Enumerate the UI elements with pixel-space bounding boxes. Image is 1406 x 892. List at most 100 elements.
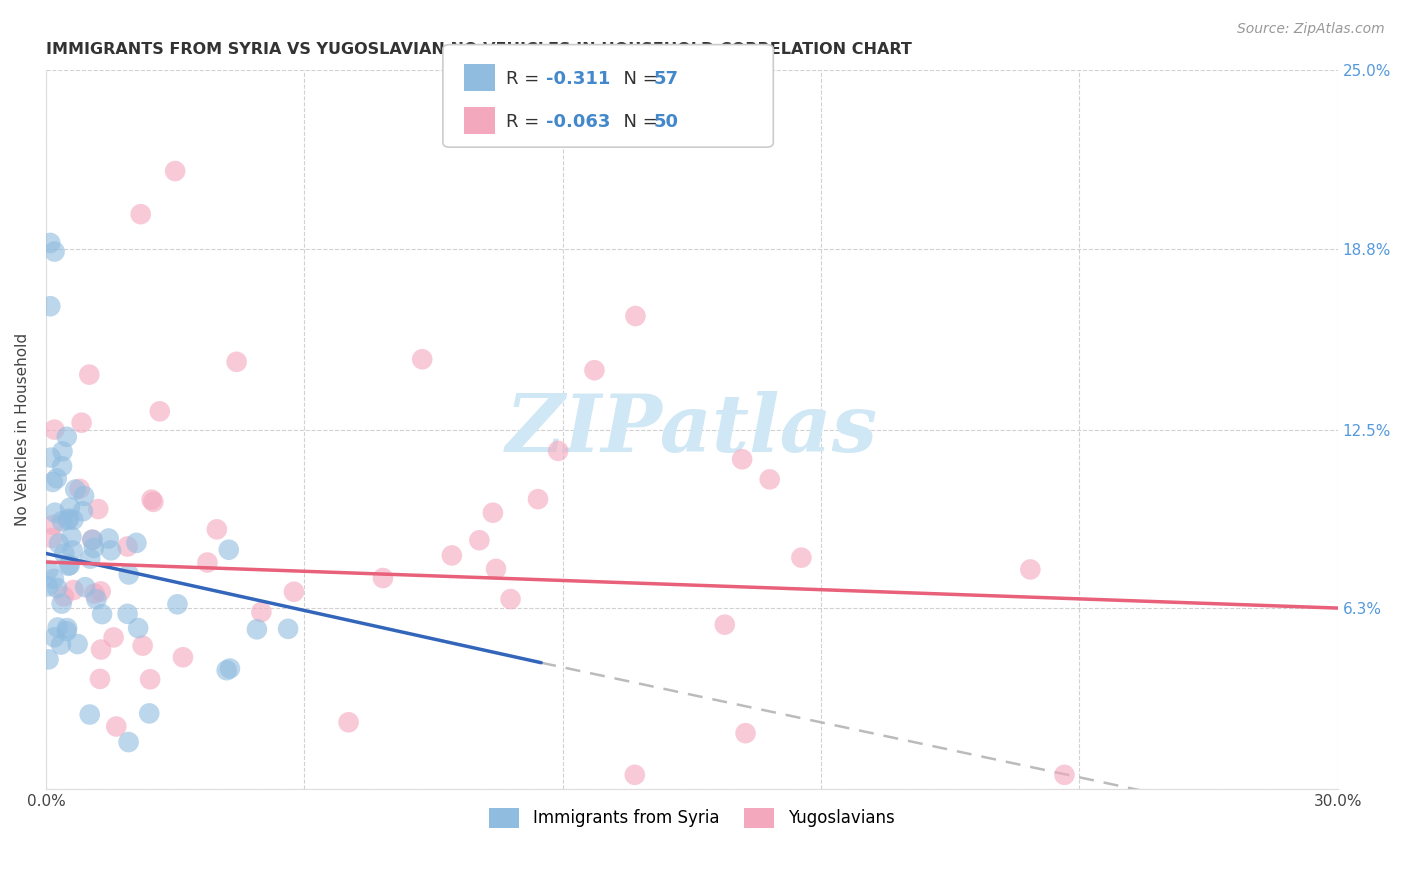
- Point: [246, 623, 269, 637]
- Point: [87, 502, 110, 516]
- Text: ZIPatlas: ZIPatlas: [506, 391, 877, 468]
- Point: [62, 543, 84, 558]
- Point: [371, 571, 394, 585]
- Point: [482, 506, 505, 520]
- Point: [527, 492, 550, 507]
- Point: [117, 607, 139, 621]
- Point: [46, 620, 69, 634]
- Point: [70, 416, 93, 430]
- Point: [205, 522, 228, 536]
- Point: [337, 715, 360, 730]
- Point: [142, 495, 165, 509]
- Point: [172, 650, 194, 665]
- Point: [117, 540, 139, 554]
- Point: [86, 592, 108, 607]
- Text: -0.063: -0.063: [546, 113, 610, 131]
- Point: [411, 352, 433, 367]
- Point: [197, 556, 219, 570]
- Point: [131, 639, 153, 653]
- Text: 57: 57: [654, 70, 679, 88]
- Point: [58, 512, 80, 526]
- Point: [51, 459, 73, 474]
- Point: [100, 543, 122, 558]
- Point: [79, 368, 101, 382]
- Point: [73, 489, 96, 503]
- Point: [1019, 562, 1042, 576]
- Point: [82, 533, 104, 547]
- Point: [51, 444, 73, 458]
- Point: [39, 235, 62, 250]
- Point: [713, 617, 735, 632]
- Point: [56, 621, 79, 635]
- Point: [623, 768, 645, 782]
- Point: [89, 672, 111, 686]
- Point: [51, 597, 73, 611]
- Point: [52, 590, 75, 604]
- Point: [39, 450, 62, 465]
- Point: [225, 355, 247, 369]
- Point: [125, 536, 148, 550]
- Text: IMMIGRANTS FROM SYRIA VS YUGOSLAVIAN NO VEHICLES IN HOUSEHOLD CORRELATION CHART: IMMIGRANTS FROM SYRIA VS YUGOSLAVIAN NO …: [46, 42, 912, 57]
- Point: [39, 299, 62, 313]
- Point: [42, 475, 65, 489]
- Point: [138, 706, 160, 721]
- Y-axis label: No Vehicles in Household: No Vehicles in Household: [15, 334, 30, 526]
- Point: [468, 533, 491, 548]
- Point: [103, 631, 125, 645]
- Point: [129, 207, 152, 221]
- Point: [41, 531, 63, 545]
- Point: [82, 533, 104, 547]
- Point: [46, 581, 69, 595]
- Point: [624, 309, 647, 323]
- Point: [731, 452, 754, 467]
- Point: [44, 423, 66, 437]
- Point: [117, 735, 139, 749]
- Point: [38, 652, 60, 666]
- Point: [48, 536, 70, 550]
- Point: [37, 579, 59, 593]
- Point: [1053, 768, 1076, 782]
- Point: [51, 514, 73, 528]
- Point: [79, 707, 101, 722]
- Point: [45, 471, 67, 485]
- Point: [485, 562, 508, 576]
- Point: [44, 244, 66, 259]
- Point: [139, 673, 162, 687]
- Point: [62, 513, 84, 527]
- Point: [734, 726, 756, 740]
- Point: [90, 642, 112, 657]
- Point: [215, 663, 238, 677]
- Point: [91, 607, 114, 621]
- Point: [62, 582, 84, 597]
- Point: [66, 637, 89, 651]
- Point: [65, 483, 87, 497]
- Legend: Immigrants from Syria, Yugoslavians: Immigrants from Syria, Yugoslavians: [482, 801, 901, 835]
- Point: [55, 430, 77, 444]
- Point: [60, 530, 83, 544]
- Point: [118, 567, 141, 582]
- Text: Source: ZipAtlas.com: Source: ZipAtlas.com: [1237, 22, 1385, 37]
- Point: [583, 363, 606, 377]
- Point: [58, 558, 80, 573]
- Point: [141, 492, 163, 507]
- Point: [75, 580, 97, 594]
- Point: [90, 584, 112, 599]
- Point: [59, 500, 82, 515]
- Point: [55, 624, 77, 639]
- Point: [83, 541, 105, 555]
- Text: N =: N =: [612, 113, 664, 131]
- Point: [149, 404, 172, 418]
- Point: [79, 551, 101, 566]
- Point: [277, 622, 299, 636]
- Point: [97, 532, 120, 546]
- Point: [72, 504, 94, 518]
- Point: [790, 550, 813, 565]
- Point: [105, 719, 128, 733]
- Point: [59, 558, 82, 572]
- Point: [69, 482, 91, 496]
- Text: R =: R =: [506, 113, 546, 131]
- Point: [547, 443, 569, 458]
- Point: [44, 506, 66, 520]
- Point: [83, 586, 105, 600]
- Point: [758, 472, 780, 486]
